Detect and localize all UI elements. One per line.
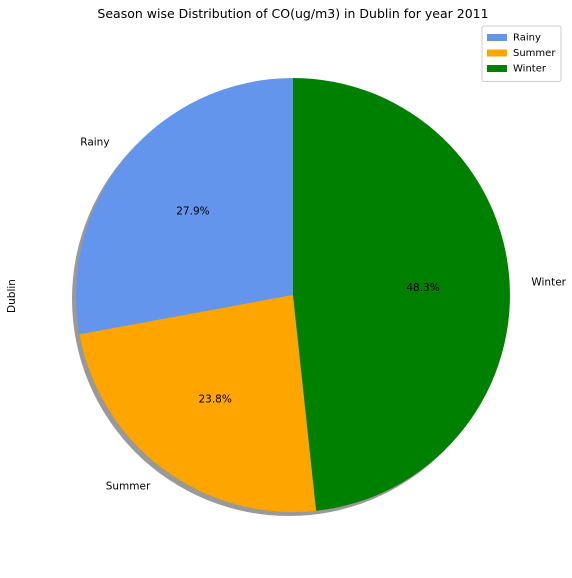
- legend-label-rainy: Rainy: [513, 33, 541, 44]
- pie-slices: [76, 78, 510, 512]
- chart-title: Season wise Distribution of CO(ug/m3) in…: [97, 6, 488, 21]
- legend-label-winter: Winter: [513, 64, 547, 75]
- pie-percent-label-summer: 23.8%: [198, 393, 231, 405]
- legend-swatch-rainy: [487, 34, 507, 41]
- pie-slice-winter: [293, 78, 510, 511]
- pie-category-label-winter: Winter: [531, 276, 566, 288]
- pie-category-label-summer: Summer: [106, 480, 151, 492]
- legend-swatch-winter: [487, 65, 507, 72]
- pie-category-label-rainy: Rainy: [80, 136, 109, 148]
- legend-swatch-summer: [487, 50, 507, 57]
- legend: Rainy Summer Winter: [482, 26, 561, 82]
- pie-percent-label-rainy: 27.9%: [176, 206, 209, 218]
- pie-percent-label-winter: 48.3%: [406, 282, 439, 294]
- y-axis-label: Dublin: [6, 279, 18, 313]
- legend-label-summer: Summer: [513, 48, 556, 59]
